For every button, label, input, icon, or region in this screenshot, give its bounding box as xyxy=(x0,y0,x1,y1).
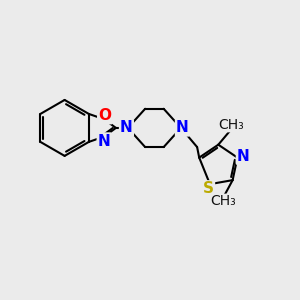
Text: CH₃: CH₃ xyxy=(218,118,244,132)
Text: N: N xyxy=(176,120,189,135)
Text: O: O xyxy=(98,108,111,123)
Text: N: N xyxy=(98,134,110,148)
Text: N: N xyxy=(237,148,250,164)
Text: N: N xyxy=(120,120,133,135)
Text: CH₃: CH₃ xyxy=(210,194,236,208)
Text: S: S xyxy=(203,182,214,196)
